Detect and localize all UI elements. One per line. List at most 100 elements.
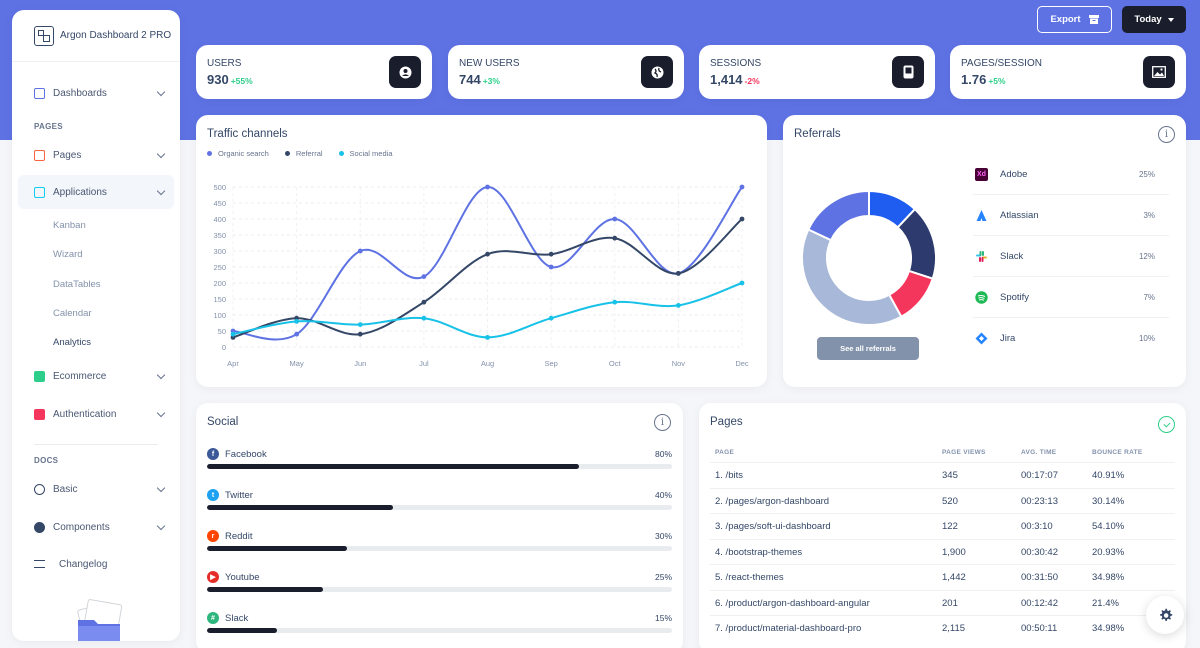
progress-fill (207, 587, 324, 592)
caret-down-icon (1167, 17, 1174, 22)
column-header[interactable]: PAGE (715, 449, 735, 456)
info-icon[interactable]: i (1158, 126, 1175, 143)
y-tick-label: 400 (213, 215, 226, 224)
data-point[interactable] (739, 280, 745, 286)
date-range-dropdown[interactable]: Today (1122, 6, 1186, 33)
sidebar-item-ecommerce[interactable]: Ecommerce (18, 359, 174, 393)
social-name: r Reddit (207, 530, 252, 542)
referral-row: Spotify 7% (973, 277, 1169, 318)
export-button[interactable]: Export (1037, 6, 1112, 33)
sidebar-item-applications[interactable]: Applications (18, 175, 174, 209)
referral-percent: 25% (1138, 169, 1155, 179)
data-point[interactable] (421, 274, 427, 279)
gear-icon (1159, 608, 1172, 621)
sidebar-subitem-wizard[interactable]: Wizard (53, 249, 83, 260)
stat-title: SESSIONS (710, 58, 762, 69)
data-point[interactable] (421, 299, 427, 305)
slack-icon: # (207, 612, 219, 624)
data-point[interactable] (548, 315, 554, 321)
settings-button[interactable] (1146, 596, 1184, 634)
table-cell: 1,442 (942, 572, 966, 583)
column-header[interactable]: PAGE VIEWS (942, 449, 986, 456)
table-row[interactable]: 4. /bootstrap-themes 1,900 00:30:42 20.93% (710, 538, 1175, 565)
data-point[interactable] (294, 319, 300, 324)
donut-slice[interactable] (807, 189, 870, 242)
data-point[interactable] (548, 264, 554, 270)
data-point[interactable] (294, 331, 300, 337)
table-row[interactable]: 3. /pages/soft-ui-dashboard 122 00:3:10 54.… (710, 513, 1175, 539)
data-point[interactable] (357, 322, 363, 327)
documentation-illustration (77, 599, 123, 641)
table-row[interactable]: 1. /bits 345 00:17:07 40.91% (710, 462, 1175, 488)
table-row[interactable]: 7. /product/material-dashboard-pro 2,115 0… (710, 615, 1175, 641)
stat-card-sessions: SESSIONS 1,414 -2% (699, 45, 935, 99)
table-cell: 40.91% (1092, 470, 1125, 481)
progress-track (207, 628, 672, 633)
sidebar-subitem-analytics[interactable]: Analytics (53, 337, 92, 348)
y-tick-label: 200 (213, 279, 226, 288)
column-header[interactable]: BOUNCE RATE (1092, 449, 1143, 456)
reddit-icon: r (207, 530, 219, 542)
column-header[interactable]: AVG. TIME (1021, 449, 1057, 456)
section-heading-pages: PAGES (34, 122, 63, 131)
progress-fill (207, 464, 579, 469)
brand-name: Argon Dashboard 2 PRO (60, 30, 172, 41)
donut-slice[interactable] (801, 228, 903, 326)
sidebar-item-components[interactable]: Components (18, 510, 174, 544)
progress-track (207, 546, 672, 551)
data-point[interactable] (357, 248, 363, 254)
adobe-icon: Xd (975, 167, 988, 181)
data-point[interactable] (612, 216, 618, 222)
table-row[interactable]: 2. /pages/argon-dashboard 520 00:23:13 30.1… (710, 487, 1175, 514)
progress-track (207, 505, 672, 510)
sidebar-subitem-datatables[interactable]: DataTables (53, 279, 101, 290)
sidebar-item-label: Components (53, 521, 110, 533)
pages-icon (34, 149, 45, 161)
table-cell: 00:17:07 (1021, 470, 1058, 481)
table-row[interactable]: 5. /react-themes 1,442 00:31:50 34.98% (710, 564, 1175, 590)
data-point[interactable] (739, 216, 745, 222)
sidebar-item-basic[interactable]: Basic (18, 472, 174, 506)
user-icon (389, 56, 421, 88)
chevron-down-icon (156, 186, 166, 196)
chevron-down-icon (156, 149, 166, 159)
data-point[interactable] (739, 184, 745, 190)
data-point[interactable] (548, 251, 554, 257)
data-point[interactable] (675, 303, 681, 308)
card-title: Traffic channels (207, 128, 288, 140)
table-cell: 1,900 (942, 546, 966, 558)
data-point[interactable] (421, 315, 427, 321)
card-title: Pages (710, 416, 743, 428)
data-point[interactable] (612, 299, 618, 305)
see-all-referrals-button[interactable]: See all referrals (817, 337, 919, 360)
sidebar-item-label: Changelog (59, 558, 108, 570)
table-cell: 00:3:10 (1021, 521, 1053, 532)
x-tick-label: Oct (609, 359, 622, 368)
brand[interactable]: Argon Dashboard 2 PRO (12, 10, 180, 62)
sidebar-item-dashboards[interactable]: Dashboards (18, 76, 174, 110)
y-tick-label: 450 (213, 199, 226, 208)
table-row[interactable]: 6. /product/argon-dashboard-angular 201 00… (710, 589, 1175, 616)
data-point[interactable] (230, 331, 236, 337)
data-point[interactable] (675, 271, 681, 276)
sidebar-item-authentication[interactable]: Authentication (18, 397, 174, 431)
sidebar-item-label: Authentication (53, 408, 117, 420)
social-percent: 80% (654, 449, 672, 459)
data-point[interactable] (612, 235, 618, 241)
data-point[interactable] (357, 331, 363, 337)
legend-swatch (284, 151, 290, 156)
table-cell: 00:30:42 (1021, 546, 1058, 558)
data-point[interactable] (485, 335, 490, 340)
globe-icon (641, 56, 673, 88)
sidebar-item-label: Pages (53, 149, 82, 161)
date-range-label: Today (1134, 14, 1162, 25)
sidebar-subitem-calendar[interactable]: Calendar (53, 308, 92, 319)
youtube-icon: ▶ (207, 571, 219, 583)
data-point[interactable] (485, 251, 490, 257)
info-icon[interactable]: i (654, 414, 671, 431)
sidebar-item-pages[interactable]: Pages (18, 138, 174, 172)
sidebar-subitem-kanban[interactable]: Kanban (53, 220, 86, 231)
sidebar-item-changelog[interactable]: Changelog (18, 547, 174, 581)
data-point[interactable] (485, 184, 490, 190)
social-name: t Twitter (207, 489, 253, 501)
